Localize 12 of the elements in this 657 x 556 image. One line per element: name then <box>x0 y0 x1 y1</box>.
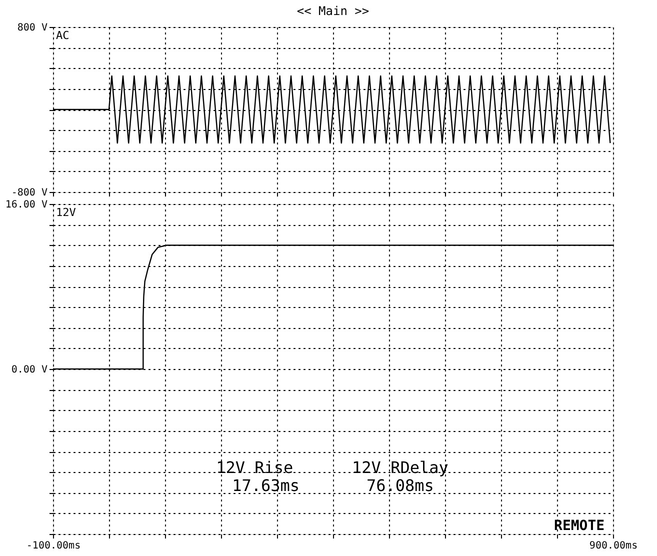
chart-title: << Main >> <box>296 4 370 18</box>
y-tick-label: -800 V <box>11 188 48 198</box>
x-tick-label: 900.00ms <box>589 540 638 552</box>
y-tick-label: 800 V <box>17 22 48 34</box>
x-tick-label: -100.00ms <box>26 540 81 552</box>
annotation: 17.63ms <box>232 476 300 496</box>
y-tick-label: 16.00 V <box>5 200 48 210</box>
text: AC <box>56 29 70 42</box>
text: 12V <box>56 206 76 219</box>
annotation: REMOTE <box>554 518 605 534</box>
y-tick-label: 0.00 V <box>11 364 48 376</box>
annotation: 76.08ms <box>366 476 434 496</box>
